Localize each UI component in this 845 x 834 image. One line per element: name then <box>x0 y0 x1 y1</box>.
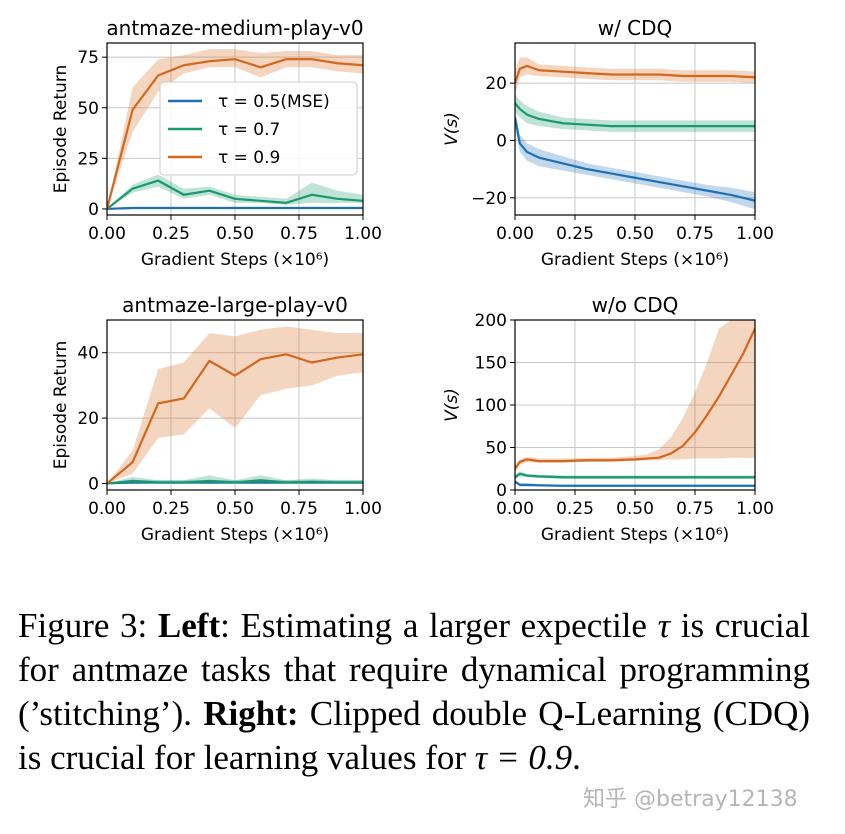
caption-end: . <box>572 738 581 777</box>
plot-area <box>107 49 363 211</box>
band-series-3 <box>107 49 363 209</box>
band-series-3 <box>515 108 755 210</box>
caption-eq: τ = 0.9 <box>474 738 573 777</box>
legend-label: τ = 0.9 <box>218 148 280 168</box>
x-tick-label: 0.00 <box>88 224 126 244</box>
x-tick-label: 0.75 <box>280 499 318 519</box>
x-tick-label: 0.50 <box>616 499 654 519</box>
x-axis-label: Gradient Steps (×10⁶) <box>141 525 329 545</box>
line-series-1 <box>107 206 363 211</box>
y-tick-label: −20 <box>471 189 507 209</box>
y-tick-label: 20 <box>485 74 507 94</box>
line-series-3 <box>515 117 755 202</box>
caption-left-bold: Left <box>157 606 221 645</box>
y-tick-label: 0 <box>496 481 507 501</box>
caption-tau: τ <box>657 606 671 645</box>
y-tick-label: 0 <box>88 474 99 494</box>
y-tick-label: 0 <box>496 131 507 151</box>
watermark: 知乎 @betray12138 <box>583 787 798 812</box>
y-tick-label: 75 <box>77 48 99 68</box>
chart-title: antmaze-medium-play-v0 <box>106 16 363 40</box>
y-axis-label: V(s) <box>442 112 462 146</box>
y-tick-label: 20 <box>77 409 99 429</box>
line-series-3 <box>515 480 755 487</box>
x-axis-label: Gradient Steps (×10⁶) <box>541 525 729 545</box>
line-series-2 <box>515 472 755 479</box>
line-series-1 <box>515 64 755 84</box>
x-tick-label: 0.75 <box>676 224 714 244</box>
caption-right-text: Clipped double Q-Learning (CDQ) is cruci… <box>18 694 810 777</box>
chart-panel-2: 0.00 0.25 0.50 0.75 1.00 −20 0 20 w/ CDQ Gradient… <box>442 16 774 270</box>
plot-area <box>107 326 363 485</box>
chart-panel-3: 0.00 0.25 0.50 0.75 1.00 0 20 40 antmaze-large-p… <box>51 293 382 545</box>
x-tick-label: 1.00 <box>344 499 382 519</box>
legend-box <box>159 81 358 176</box>
line-series-3 <box>107 58 363 210</box>
x-tick-label: 0.50 <box>216 224 254 244</box>
x-axis-label: Gradient Steps (×10⁶) <box>141 250 329 270</box>
plot-area <box>515 320 755 487</box>
plot-area <box>515 57 755 210</box>
caption-left-text: : Estimating a larger expectile <box>220 606 647 645</box>
y-tick-label: 200 <box>475 311 507 331</box>
x-tick-label: 0.75 <box>676 499 714 519</box>
x-tick-label: 0.00 <box>88 499 126 519</box>
x-tick-label: 1.00 <box>736 499 774 519</box>
figure-caption: Figure 3: Left: Estimating a larger expe… <box>18 604 810 780</box>
y-tick-label: 100 <box>475 396 507 416</box>
x-tick-label: 1.00 <box>736 224 774 244</box>
y-tick-label: 50 <box>485 439 507 459</box>
y-tick-label: 50 <box>77 99 99 119</box>
line-series-1 <box>515 328 755 470</box>
line-series-2 <box>515 102 755 128</box>
figure-panels: 0.00 0.25 0.50 0.75 1.00 0 25 50 75 antmaze-mediu… <box>51 16 774 545</box>
x-tick-label: 0.25 <box>152 224 190 244</box>
x-tick-label: 0.25 <box>152 499 190 519</box>
x-tick-label: 0.25 <box>556 224 594 244</box>
x-tick-label: 1.00 <box>344 224 382 244</box>
y-axis-label: Episode Return <box>51 65 71 194</box>
chart-title: w/o CDQ <box>592 293 679 317</box>
caption-label: Figure 3: <box>18 606 148 645</box>
band-series-2 <box>515 94 755 132</box>
chart-panel-1: 0.00 0.25 0.50 0.75 1.00 0 25 50 75 antmaze-mediu… <box>51 16 382 270</box>
y-tick-label: 40 <box>77 344 99 364</box>
y-tick-label: 150 <box>475 354 507 374</box>
legend-label: τ = 0.7 <box>218 120 280 140</box>
x-tick-label: 0.50 <box>216 499 254 519</box>
line-series-2 <box>107 479 363 485</box>
x-tick-label: 0.50 <box>616 224 654 244</box>
chart-panel-4: 0.00 0.25 0.50 0.75 1.00 0 50 100 150 200 w/o CDQ G… <box>442 293 774 545</box>
y-axis-label: Episode Return <box>51 341 71 470</box>
band-series-1 <box>515 320 755 473</box>
caption-right-bold: Right: <box>203 694 299 733</box>
line-series-2 <box>107 179 363 210</box>
x-tick-label: 0.00 <box>496 499 534 519</box>
x-axis-label: Gradient Steps (×10⁶) <box>541 250 729 270</box>
caption-left-text2: is crucial for antmaze tasks that requir… <box>18 606 811 733</box>
chart-title: antmaze-large-play-v0 <box>122 293 348 317</box>
legend: τ = 0.5(MSE) τ = 0.7 τ = 0.9 <box>159 81 358 176</box>
x-tick-label: 0.75 <box>280 224 318 244</box>
legend-label: τ = 0.5(MSE) <box>218 92 330 112</box>
band-series-1 <box>515 57 755 95</box>
band-series-2 <box>107 174 363 209</box>
band-series-3 <box>107 326 363 484</box>
x-tick-label: 0.25 <box>556 499 594 519</box>
line-series-3 <box>107 353 363 485</box>
chart-title: w/ CDQ <box>598 16 673 40</box>
y-axis-label: V(s) <box>442 388 462 422</box>
y-tick-label: 25 <box>77 149 99 169</box>
y-tick-label: 0 <box>88 200 99 220</box>
x-tick-label: 0.00 <box>496 224 534 244</box>
